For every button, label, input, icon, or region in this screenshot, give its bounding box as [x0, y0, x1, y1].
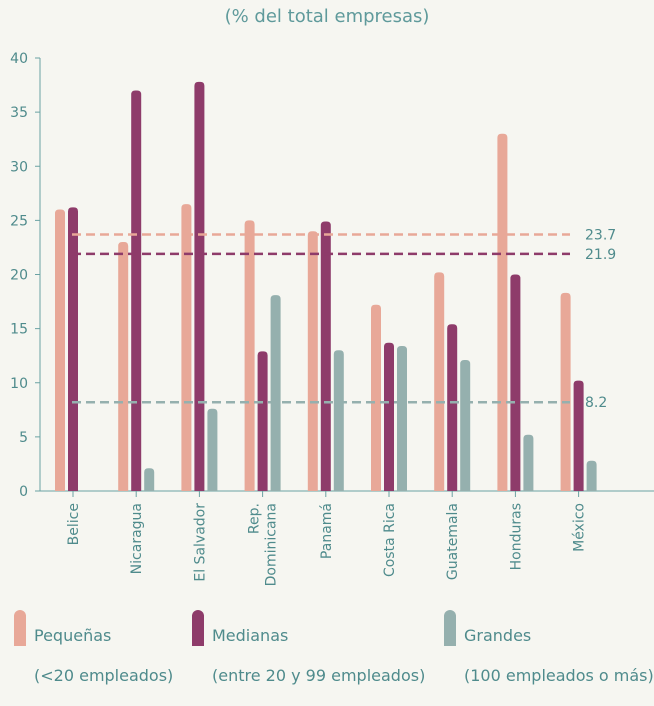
y-tick-label-0: 0	[19, 484, 28, 500]
x-tick-label-mexico: México	[572, 503, 588, 552]
bar-rep-dominicana-pequenas	[244, 220, 255, 491]
x-tick-label-part: Rep.	[247, 503, 263, 534]
x-tick-label-part: Dominicana	[264, 503, 280, 586]
bar-costa-rica-medianas	[384, 342, 394, 491]
legend-label-grandes-line1: Grandes	[464, 626, 532, 645]
y-tick-label-20: 20	[10, 268, 28, 284]
legend-item-pequenas: Pequeñas (<20 empleados)	[14, 606, 173, 706]
x-tick-label-part: Belice	[66, 503, 82, 545]
reference-label-23-7: 23.7	[585, 227, 616, 243]
legend-item-medianas: Medianas (entre 20 y 99 empleados)	[192, 606, 425, 706]
chart-subtitle: (% del total empresas)	[224, 6, 430, 27]
y-tick-label-10: 10	[10, 376, 28, 392]
legend-label-grandes-line2: (100 empleados o más)	[464, 666, 654, 685]
legend-label-medianas: Medianas (entre 20 y 99 empleados)	[212, 606, 425, 706]
x-tick-label-part: Honduras	[508, 503, 524, 570]
bar-panama-medianas	[320, 221, 331, 491]
x-tick-label-nicaragua: Nicaragua	[129, 503, 145, 574]
y-tick-label-35: 35	[10, 105, 28, 121]
legend-label-grandes: Grandes (100 empleados o más)	[464, 606, 654, 706]
bar-honduras-pequenas	[497, 133, 508, 491]
bar-belice-medianas	[68, 207, 78, 491]
x-tick-label-part: Nicaragua	[129, 503, 145, 574]
x-tick-label-honduras: Honduras	[508, 503, 524, 570]
legend-label-pequenas-line2: (<20 empleados)	[34, 666, 174, 685]
bar-costa-rica-pequenas	[371, 304, 381, 491]
legend-swatch-medianas	[192, 610, 204, 646]
x-tick-label-belice: Belice	[66, 503, 82, 545]
x-tick-label-part: Costa Rica	[382, 503, 398, 577]
bar-nicaragua-grandes	[144, 468, 155, 491]
bar-nicaragua-pequenas	[118, 242, 129, 491]
legend-label-pequenas: Pequeñas (<20 empleados)	[34, 606, 173, 706]
reference-label-8-2: 8.2	[585, 395, 607, 411]
y-tick-label-5: 5	[19, 430, 28, 446]
bar-rep-dominicana-medianas	[257, 351, 268, 491]
bar-nicaragua-medianas	[131, 90, 142, 491]
bar-el-salvador-pequenas	[181, 204, 192, 491]
bar-rep-dominicana-grandes	[270, 295, 281, 491]
reference-label-21-9: 21.9	[585, 247, 616, 263]
y-tick-label-25: 25	[10, 213, 28, 229]
bar-costa-rica-grandes	[397, 345, 407, 491]
bar-el-salvador-grandes	[207, 408, 218, 491]
y-tick-label-40: 40	[10, 51, 28, 67]
x-tick-label-part: El Salvador	[192, 503, 208, 582]
x-tick-label-part: México	[572, 503, 588, 552]
legend-item-grandes: Grandes (100 empleados o más)	[444, 606, 654, 706]
bar-guatemala-pequenas	[434, 272, 445, 491]
bar-honduras-medianas	[510, 274, 521, 491]
bar-mexico-grandes	[586, 460, 597, 491]
bar-chart: 0 5 10 15 20 25 30 35 40 Belice Nicaragua El Salvad…	[10, 51, 654, 586]
bar-panama-grandes	[333, 350, 344, 491]
y-tick-label-15: 15	[10, 322, 28, 338]
x-tick-label-part: Guatemala	[445, 503, 461, 580]
bar-belice-pequenas	[55, 209, 65, 492]
bar-guatemala-medianas	[447, 324, 458, 491]
bar-panama-pequenas	[307, 231, 318, 491]
x-tick-label-rep-dominicana: Rep.Dominicana	[247, 503, 280, 586]
x-tick-label-panama: Panamá	[319, 503, 335, 559]
bar-el-salvador-medianas	[194, 81, 205, 491]
x-tick-label-el-salvador: El Salvador	[192, 503, 208, 582]
bar-mexico-medianas	[573, 380, 584, 491]
x-tick-label-guatemala: Guatemala	[445, 503, 461, 580]
x-tick-label-part: Panamá	[319, 503, 335, 559]
bar-guatemala-grandes	[460, 360, 471, 491]
bar-honduras-grandes	[523, 434, 534, 491]
legend-swatch-grandes	[444, 610, 456, 646]
y-tick-label-30: 30	[10, 159, 28, 175]
legend: Pequeñas (<20 empleados) Medianas (entre…	[0, 606, 654, 685]
x-tick-label-costa-rica: Costa Rica	[382, 503, 398, 577]
legend-label-medianas-line2: (entre 20 y 99 empleados)	[212, 666, 426, 685]
legend-swatch-pequenas	[14, 610, 26, 646]
bar-mexico-pequenas	[560, 292, 571, 491]
legend-label-pequenas-line1: Pequeñas	[34, 626, 112, 645]
legend-label-medianas-line1: Medianas	[212, 626, 289, 645]
